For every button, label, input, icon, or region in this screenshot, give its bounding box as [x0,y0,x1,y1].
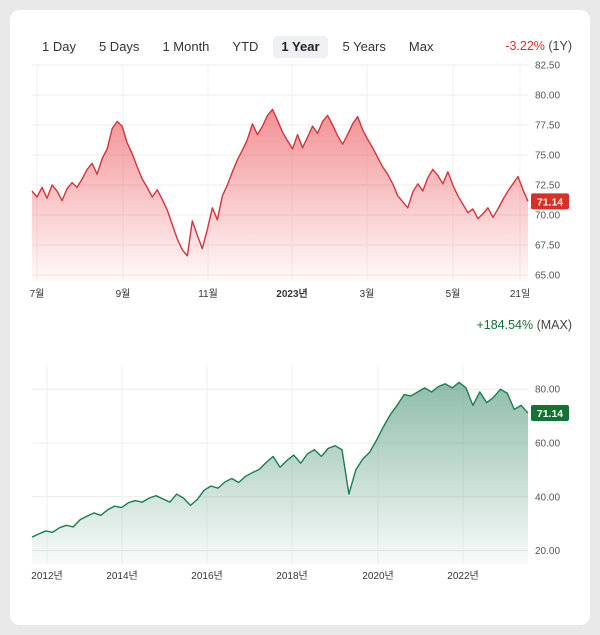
tab-1-year[interactable]: 1 Year [273,36,328,58]
tab-5-years[interactable]: 5 Years [342,39,386,54]
x-tick-label: 2016년 [191,570,222,582]
series-area [32,382,528,564]
x-tick-label: 2020년 [362,570,393,582]
tab-1-month[interactable]: 1 Month [162,39,210,54]
tab-max[interactable]: Max [408,39,434,54]
series-line [31,381,529,538]
change-1y: -3.22% (1Y) [505,39,572,53]
x-tick-label: 5월 [446,288,461,300]
y-tick-label: 72.50 [535,181,560,192]
last-value-badge [531,405,569,422]
y-tick-label: 65.00 [535,271,560,282]
x-tick-label: 2014년 [106,570,137,582]
y-tick-label: 67.50 [535,241,560,252]
chart-max: 20.00 40.00 60.00 80.00 2012년 2014년 2016년 2018년… [31,365,569,582]
y-tick-label: 80.00 [535,91,560,102]
last-value-label: 71.14 [537,196,563,208]
series-area [32,109,528,282]
x-tick-label: 2023년 [276,287,307,300]
y-tick-label: 80.00 [535,385,560,396]
change-1y-value: -3.22% [505,39,545,53]
x-tick-label: 21일 [510,288,530,300]
x-tick-label: 2012년 [31,570,62,582]
y-tick-label: 60.00 [535,438,560,449]
y-tick-label: 77.50 [535,121,560,132]
y-tick-label: 70.00 [535,211,560,222]
y-tick-label: 40.00 [535,492,560,503]
change-max-value: +184.54% [476,318,534,332]
tab-1-day[interactable]: 1 Day [42,39,76,54]
y-tick-label: 82.50 [535,61,560,72]
y-tick-label: 75.00 [535,151,560,162]
x-tick-label: 2022년 [447,570,478,582]
x-tick-label: 9월 [116,288,131,300]
x-tick-label: 3월 [360,288,375,300]
range-tabs: 1 Day 5 Days 1 Month YTD 1 Year 5 Years … [34,36,448,58]
x-tick-label: 11월 [198,288,218,300]
change-1y-period: (1Y) [548,39,572,53]
x-tick-label: 7월 [30,288,45,300]
last-value-label: 71.14 [537,408,563,420]
last-value-badge [531,193,569,210]
change-max-period: (MAX) [536,318,572,332]
tab-ytd[interactable]: YTD [232,39,259,54]
tab-5-days[interactable]: 5 Days [98,39,140,54]
stock-chart-card: 1 Day 5 Days 1 Month YTD 1 Year 5 Years … [10,10,590,625]
series-line [31,108,529,257]
y-tick-label: 20.00 [535,546,560,557]
chart-1y: 65.00 67.50 70.00 72.50 75.00 77.50 80.00 82.50… [30,61,569,300]
change-max: +184.54% (MAX) [476,318,572,332]
x-tick-label: 2018년 [276,570,307,582]
